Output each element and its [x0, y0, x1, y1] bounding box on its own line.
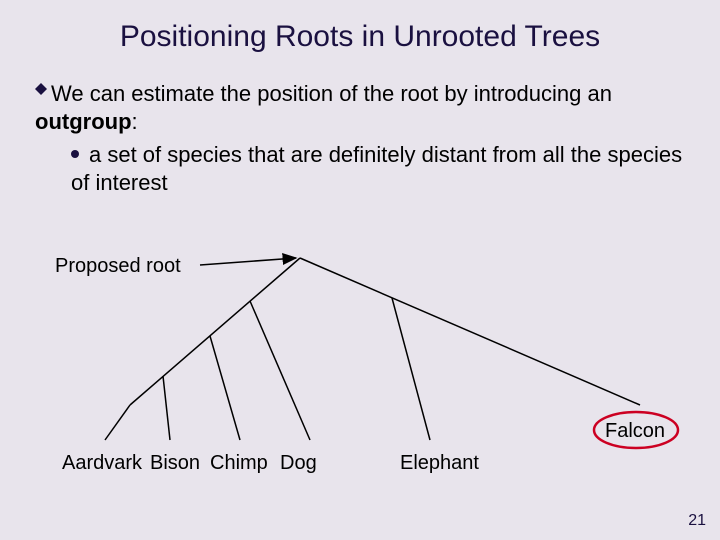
leaf-dog: Dog	[280, 452, 317, 475]
proposed-root-arrow	[200, 258, 296, 265]
bullet-main: We can estimate the position of the root…	[35, 80, 695, 135]
sub1-text: a set of species that are definitely dis…	[71, 142, 682, 195]
body-text: We can estimate the position of the root…	[35, 80, 695, 196]
edge-elephant	[392, 298, 430, 440]
leaf-bison: Bison	[150, 452, 200, 475]
line1-a: We can estimate the position of the root…	[51, 81, 612, 106]
edge-aardvark	[105, 405, 130, 440]
line1-b: outgroup	[35, 109, 132, 134]
bullet-sub: a set of species that are definitely dis…	[71, 141, 695, 196]
edge-root-falcon	[300, 258, 640, 405]
proposed-root-label: Proposed root	[55, 255, 181, 278]
edge-bison	[163, 376, 170, 440]
leaf-aardvark: Aardvark	[62, 452, 142, 475]
page-number: 21	[688, 512, 706, 530]
edge-chimp	[210, 336, 240, 440]
edge-dog	[250, 301, 310, 440]
dot-bullet-icon	[71, 150, 79, 158]
diamond-bullet-icon	[35, 77, 47, 89]
leaf-elephant: Elephant	[400, 452, 479, 475]
edge-root-left	[130, 258, 300, 405]
leaf-falcon: Falcon	[605, 420, 665, 443]
line1-c: :	[132, 109, 138, 134]
leaf-chimp: Chimp	[210, 452, 268, 475]
slide-title: Positioning Roots in Unrooted Trees	[0, 20, 720, 54]
